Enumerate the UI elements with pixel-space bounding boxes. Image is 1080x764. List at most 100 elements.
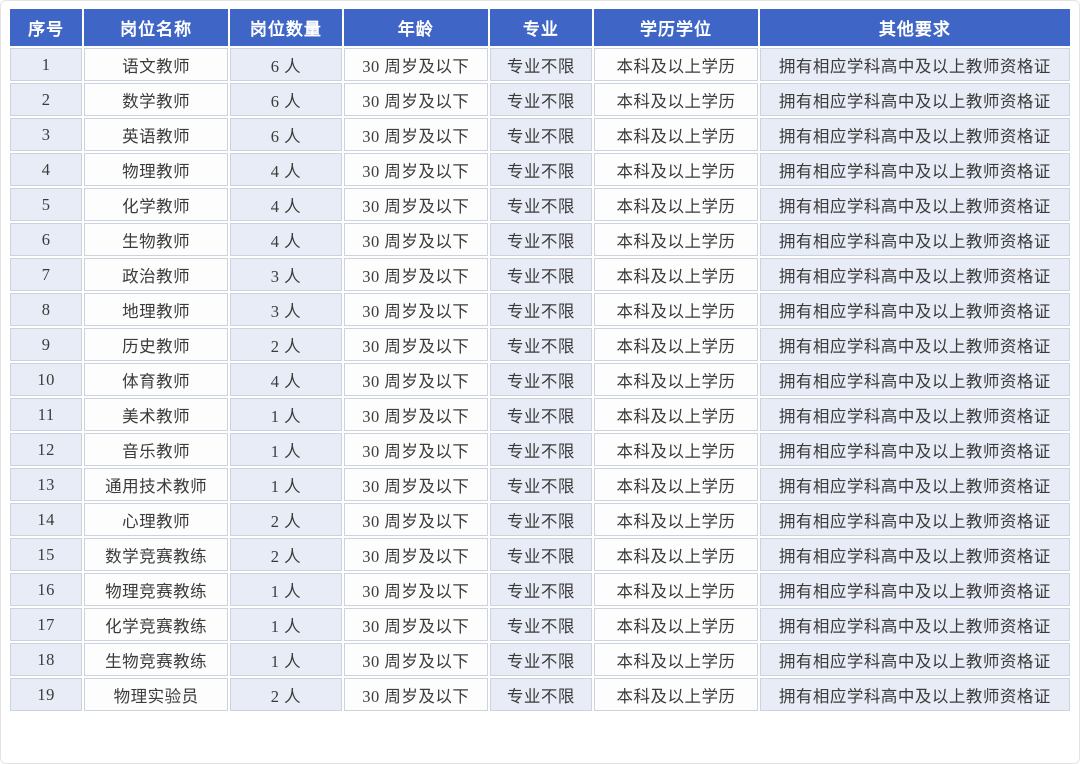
degree-cell: 本科及以上学历 [594, 153, 758, 186]
seq-cell: 8 [10, 293, 83, 326]
table-row: 3 英语教师 6 人 30 周岁及以下 专业不限 本科及以上学历 拥有相应学科高… [10, 118, 1070, 151]
table-row: 11 美术教师 1 人 30 周岁及以下 专业不限 本科及以上学历 拥有相应学科… [10, 398, 1070, 431]
position-cell: 心理教师 [84, 503, 228, 536]
seq-cell: 6 [10, 223, 83, 256]
major-cell: 专业不限 [489, 468, 593, 501]
age-cell: 30 周岁及以下 [343, 608, 488, 641]
seq-cell: 3 [10, 118, 83, 151]
column-header-seq: 序号 [10, 9, 83, 46]
other-cell: 拥有相应学科高中及以上教师资格证 [759, 538, 1070, 571]
position-cell: 物理教师 [84, 153, 228, 186]
table-row: 17 化学竞赛教练 1 人 30 周岁及以下 专业不限 本科及以上学历 拥有相应… [10, 608, 1070, 641]
column-header-position: 岗位名称 [84, 9, 228, 46]
table-row: 16 物理竞赛教练 1 人 30 周岁及以下 专业不限 本科及以上学历 拥有相应… [10, 573, 1070, 606]
other-cell: 拥有相应学科高中及以上教师资格证 [759, 608, 1070, 641]
count-cell: 1 人 [229, 398, 342, 431]
column-header-degree: 学历学位 [594, 9, 758, 46]
column-header-major: 专业 [489, 9, 593, 46]
other-cell: 拥有相应学科高中及以上教师资格证 [759, 258, 1070, 291]
seq-cell: 7 [10, 258, 83, 291]
position-cell: 化学竞赛教练 [84, 608, 228, 641]
age-cell: 30 周岁及以下 [343, 433, 488, 466]
major-cell: 专业不限 [489, 433, 593, 466]
table-row: 14 心理教师 2 人 30 周岁及以下 专业不限 本科及以上学历 拥有相应学科… [10, 503, 1070, 536]
seq-cell: 10 [10, 363, 83, 396]
column-header-age: 年龄 [343, 9, 488, 46]
seq-cell: 13 [10, 468, 83, 501]
position-cell: 体育教师 [84, 363, 228, 396]
other-cell: 拥有相应学科高中及以上教师资格证 [759, 48, 1070, 81]
seq-cell: 15 [10, 538, 83, 571]
degree-cell: 本科及以上学历 [594, 468, 758, 501]
major-cell: 专业不限 [489, 118, 593, 151]
other-cell: 拥有相应学科高中及以上教师资格证 [759, 503, 1070, 536]
major-cell: 专业不限 [489, 223, 593, 256]
table-row: 13 通用技术教师 1 人 30 周岁及以下 专业不限 本科及以上学历 拥有相应… [10, 468, 1070, 501]
job-positions-table: 序号 岗位名称 岗位数量 年龄 专业 学历学位 其他要求 1 语文教师 6 人 … [8, 7, 1072, 713]
count-cell: 2 人 [229, 678, 342, 711]
degree-cell: 本科及以上学历 [594, 608, 758, 641]
major-cell: 专业不限 [489, 643, 593, 676]
age-cell: 30 周岁及以下 [343, 503, 488, 536]
other-cell: 拥有相应学科高中及以上教师资格证 [759, 643, 1070, 676]
degree-cell: 本科及以上学历 [594, 538, 758, 571]
degree-cell: 本科及以上学历 [594, 573, 758, 606]
position-cell: 物理实验员 [84, 678, 228, 711]
count-cell: 1 人 [229, 468, 342, 501]
column-header-count: 岗位数量 [229, 9, 342, 46]
position-cell: 生物竞赛教练 [84, 643, 228, 676]
position-cell: 化学教师 [84, 188, 228, 221]
table-row: 15 数学竞赛教练 2 人 30 周岁及以下 专业不限 本科及以上学历 拥有相应… [10, 538, 1070, 571]
count-cell: 2 人 [229, 328, 342, 361]
count-cell: 1 人 [229, 608, 342, 641]
seq-cell: 11 [10, 398, 83, 431]
other-cell: 拥有相应学科高中及以上教师资格证 [759, 573, 1070, 606]
count-cell: 1 人 [229, 573, 342, 606]
seq-cell: 5 [10, 188, 83, 221]
count-cell: 4 人 [229, 223, 342, 256]
other-cell: 拥有相应学科高中及以上教师资格证 [759, 433, 1070, 466]
major-cell: 专业不限 [489, 48, 593, 81]
count-cell: 6 人 [229, 48, 342, 81]
table-row: 5 化学教师 4 人 30 周岁及以下 专业不限 本科及以上学历 拥有相应学科高… [10, 188, 1070, 221]
age-cell: 30 周岁及以下 [343, 293, 488, 326]
age-cell: 30 周岁及以下 [343, 258, 488, 291]
seq-cell: 4 [10, 153, 83, 186]
age-cell: 30 周岁及以下 [343, 328, 488, 361]
seq-cell: 9 [10, 328, 83, 361]
age-cell: 30 周岁及以下 [343, 678, 488, 711]
age-cell: 30 周岁及以下 [343, 153, 488, 186]
seq-cell: 1 [10, 48, 83, 81]
count-cell: 1 人 [229, 643, 342, 676]
position-cell: 政治教师 [84, 258, 228, 291]
degree-cell: 本科及以上学历 [594, 83, 758, 116]
position-cell: 数学竞赛教练 [84, 538, 228, 571]
position-cell: 历史教师 [84, 328, 228, 361]
age-cell: 30 周岁及以下 [343, 48, 488, 81]
major-cell: 专业不限 [489, 608, 593, 641]
major-cell: 专业不限 [489, 538, 593, 571]
seq-cell: 16 [10, 573, 83, 606]
other-cell: 拥有相应学科高中及以上教师资格证 [759, 328, 1070, 361]
major-cell: 专业不限 [489, 258, 593, 291]
table-body: 1 语文教师 6 人 30 周岁及以下 专业不限 本科及以上学历 拥有相应学科高… [10, 48, 1070, 711]
count-cell: 2 人 [229, 538, 342, 571]
count-cell: 2 人 [229, 503, 342, 536]
other-cell: 拥有相应学科高中及以上教师资格证 [759, 188, 1070, 221]
age-cell: 30 周岁及以下 [343, 118, 488, 151]
seq-cell: 12 [10, 433, 83, 466]
major-cell: 专业不限 [489, 678, 593, 711]
position-cell: 语文教师 [84, 48, 228, 81]
age-cell: 30 周岁及以下 [343, 398, 488, 431]
count-cell: 6 人 [229, 83, 342, 116]
other-cell: 拥有相应学科高中及以上教师资格证 [759, 363, 1070, 396]
table-row: 6 生物教师 4 人 30 周岁及以下 专业不限 本科及以上学历 拥有相应学科高… [10, 223, 1070, 256]
table-row: 9 历史教师 2 人 30 周岁及以下 专业不限 本科及以上学历 拥有相应学科高… [10, 328, 1070, 361]
age-cell: 30 周岁及以下 [343, 573, 488, 606]
degree-cell: 本科及以上学历 [594, 643, 758, 676]
seq-cell: 17 [10, 608, 83, 641]
other-cell: 拥有相应学科高中及以上教师资格证 [759, 678, 1070, 711]
age-cell: 30 周岁及以下 [343, 363, 488, 396]
count-cell: 1 人 [229, 433, 342, 466]
